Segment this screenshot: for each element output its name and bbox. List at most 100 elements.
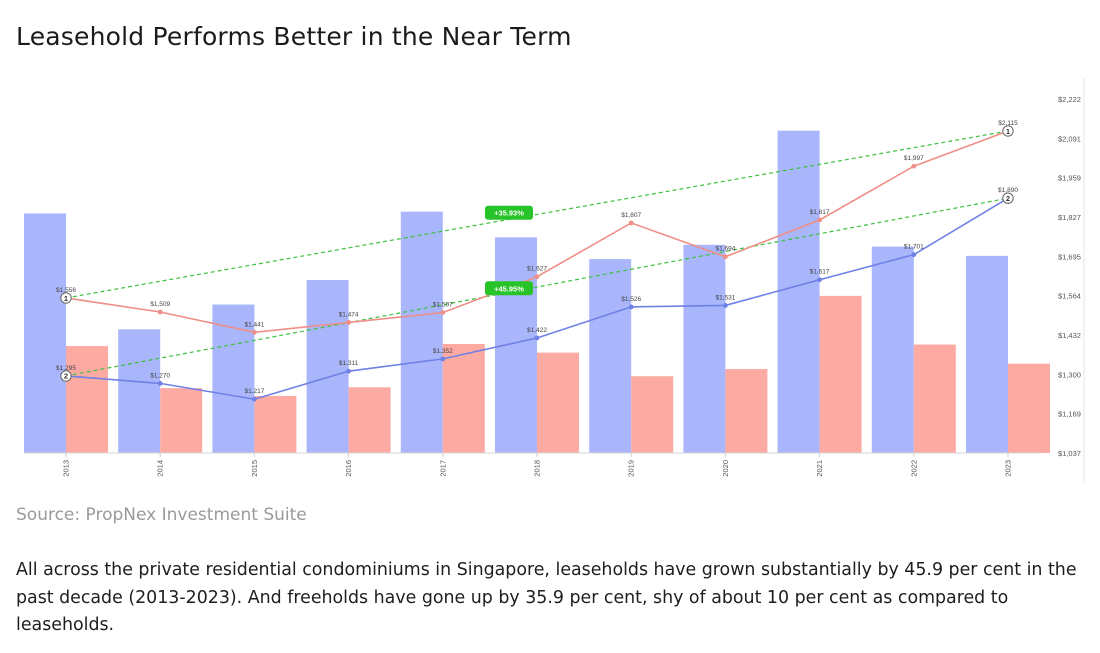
bar-pink-2017 bbox=[442, 343, 485, 453]
y-tick-label: $1,695 bbox=[1058, 252, 1081, 261]
trend-line-1 bbox=[65, 130, 1009, 299]
x-tick-label-2021: 2021 bbox=[815, 460, 824, 477]
data-label: $1,627 bbox=[527, 266, 547, 273]
data-label: $1,556 bbox=[56, 287, 76, 294]
trend-lines-layer bbox=[65, 130, 1009, 377]
bar-blue-2016 bbox=[306, 280, 349, 453]
bar-blue-2015 bbox=[212, 304, 255, 453]
data-label: $1,617 bbox=[810, 269, 830, 276]
bar-pink-2016 bbox=[348, 387, 391, 453]
bar-blue-2023 bbox=[966, 255, 1008, 453]
bar-pink-2022 bbox=[913, 344, 956, 453]
x-tick-label-2015: 2015 bbox=[250, 460, 259, 477]
data-label: $1,295 bbox=[56, 365, 76, 372]
series-1-point-2014 bbox=[157, 309, 163, 315]
marker-number: 2 bbox=[1006, 194, 1010, 203]
data-label: $1,526 bbox=[621, 296, 641, 303]
bar-blue-2021 bbox=[777, 130, 820, 453]
growth-badge bbox=[485, 281, 533, 296]
marker-circle bbox=[60, 292, 72, 304]
axes-layer: 2013 2014 2015 2016 2017 2018 2019 2020 2021 2022… bbox=[24, 78, 1085, 483]
bar-blue-2019 bbox=[589, 259, 632, 453]
bar-pink-2021 bbox=[819, 295, 862, 453]
series-2-point-2018 bbox=[534, 335, 540, 341]
series-2-point-2021 bbox=[817, 277, 822, 283]
series-2-point-2017 bbox=[440, 356, 446, 362]
bar-blue-2020 bbox=[683, 244, 726, 453]
annotations-layer: 1 1 2 2 +35.93% +45.95% bbox=[60, 125, 1014, 382]
x-tick-label-2022: 2022 bbox=[909, 460, 918, 477]
data-label: $1,817 bbox=[810, 209, 830, 216]
data-label: $2,115 bbox=[998, 120, 1018, 127]
bar-pink-2020 bbox=[725, 369, 768, 453]
x-tick-label-2019: 2019 bbox=[627, 460, 636, 477]
x-tick-label-2017: 2017 bbox=[438, 460, 447, 477]
x-tick-label-2013: 2013 bbox=[62, 460, 71, 477]
trend-line-2 bbox=[65, 197, 1009, 377]
x-tick-label-2018: 2018 bbox=[533, 460, 542, 477]
series-2-point-2015 bbox=[252, 396, 257, 402]
data-label: $1,270 bbox=[150, 372, 170, 379]
marker-number: 2 bbox=[64, 372, 68, 381]
series-1-point-2021 bbox=[817, 217, 822, 223]
marker-number: 1 bbox=[1006, 127, 1010, 136]
data-label: $1,422 bbox=[527, 327, 547, 334]
data-label: $1,807 bbox=[621, 212, 641, 219]
point-labels-layer: $1,556 $1,509 $1,441 $1,474 $1,507 $1,627 $1,8… bbox=[56, 120, 1018, 395]
series-2-point-2020 bbox=[723, 303, 728, 308]
y-tick-label: $1,037 bbox=[1058, 449, 1081, 458]
bar-blue-2014 bbox=[118, 329, 161, 453]
y-tick-label: $1,432 bbox=[1058, 331, 1081, 340]
series-1-point-2022 bbox=[911, 163, 917, 169]
data-label: $1,531 bbox=[715, 294, 735, 301]
series-2-point-2014 bbox=[157, 380, 163, 386]
bar-pink-2013 bbox=[66, 346, 108, 453]
y-tick-label: $1,959 bbox=[1058, 174, 1081, 183]
data-label: $1,507 bbox=[433, 302, 453, 309]
chart-svg: $1,556 $1,509 $1,441 $1,474 $1,507 $1,627 $1,8… bbox=[24, 78, 1085, 483]
y-tick-label: $1,564 bbox=[1058, 292, 1081, 301]
x-tick-label-2023: 2023 bbox=[1004, 460, 1013, 477]
y-tick-label: $1,169 bbox=[1058, 410, 1081, 419]
marker-circle bbox=[1002, 125, 1014, 137]
data-label: $1,701 bbox=[904, 244, 924, 251]
y-tick-label: $2,091 bbox=[1058, 134, 1081, 143]
series-1-point-2019 bbox=[628, 220, 634, 226]
series-1-point-2020 bbox=[723, 254, 728, 260]
x-tick-label-2016: 2016 bbox=[344, 460, 353, 477]
series-2-point-2019 bbox=[628, 304, 634, 310]
bar-pink-2014 bbox=[160, 388, 203, 453]
data-label: $1,997 bbox=[904, 155, 924, 162]
data-label: $1,890 bbox=[998, 187, 1018, 194]
x-tick-label-2014: 2014 bbox=[156, 460, 165, 477]
bar-pink-2015 bbox=[254, 395, 297, 453]
marker-circle bbox=[1002, 192, 1014, 204]
marker-number: 1 bbox=[64, 294, 68, 303]
x-tick-label-2020: 2020 bbox=[721, 460, 730, 477]
y-tick-label: $1,300 bbox=[1058, 370, 1081, 379]
page-title: Leasehold Performs Better in the Near Te… bbox=[16, 22, 572, 51]
bar-pink-2018 bbox=[537, 352, 579, 453]
price-chart: $1,556 $1,509 $1,441 $1,474 $1,507 $1,627 $1,8… bbox=[14, 78, 1094, 490]
bars-layer bbox=[24, 130, 1050, 453]
data-label: $1,509 bbox=[150, 301, 170, 308]
data-label: $1,441 bbox=[244, 321, 264, 328]
y-tick-label: $2,222 bbox=[1058, 95, 1081, 104]
data-label: $1,694 bbox=[715, 246, 735, 253]
series-1-point-2016 bbox=[346, 320, 351, 325]
y-tick-label: $1,827 bbox=[1058, 213, 1081, 222]
series-2-point-2022 bbox=[911, 252, 917, 258]
series-1-point-2015 bbox=[252, 329, 257, 335]
bar-blue-2017 bbox=[400, 211, 443, 453]
growth-badge bbox=[485, 205, 533, 220]
marker-circle bbox=[60, 370, 72, 382]
source-caption: Source: PropNex Investment Suite bbox=[16, 505, 307, 525]
series-1-point-2017 bbox=[440, 310, 446, 315]
data-label: $1,474 bbox=[339, 311, 359, 318]
series-2-point-2016 bbox=[346, 368, 351, 374]
growth-badge-label: +45.95% bbox=[494, 284, 524, 293]
bar-pink-2023 bbox=[1008, 363, 1050, 453]
data-label: $1,217 bbox=[244, 388, 264, 395]
bar-pink-2019 bbox=[631, 376, 674, 453]
series-1-point-2018 bbox=[534, 274, 540, 280]
